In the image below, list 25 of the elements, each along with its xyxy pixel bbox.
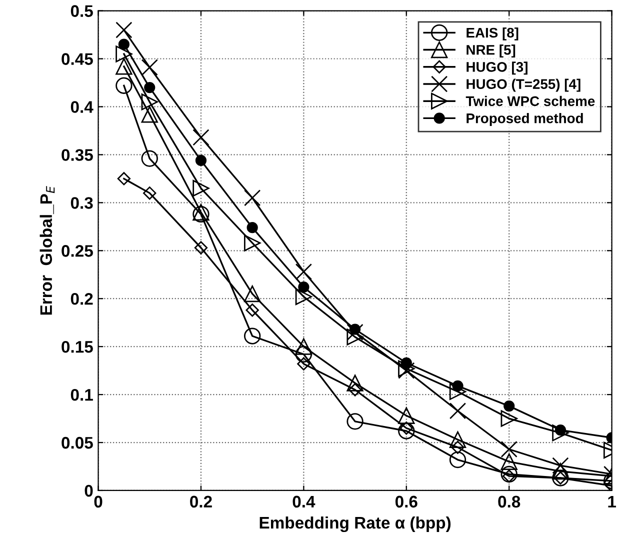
x-tick-label: 0 — [94, 496, 102, 508]
y-tick-label: 0.2 — [70, 293, 93, 305]
y-tick-label: 0.45 — [62, 53, 93, 65]
y-tick-label: 0.05 — [62, 436, 93, 449]
x-axis-title: Embedding Rate α (bpp) — [260, 516, 451, 532]
x-tick-label: 0.8 — [498, 496, 520, 508]
x-tick-label: 0.4 — [292, 496, 316, 508]
x-tick-label: 1 — [608, 496, 616, 508]
x-tick-label: 0.2 — [190, 496, 212, 508]
y-tick-label: 0.4 — [70, 101, 94, 113]
y-tick-label: 0.3 — [70, 197, 93, 209]
y-tick-label: 0.25 — [62, 245, 93, 257]
x-tick-label: 0.6 — [395, 496, 418, 508]
y-tick-label: 0 — [84, 484, 93, 497]
legend-label: HUGO [3] — [466, 62, 528, 75]
y-axis-title: Error Global_P$_{E}$ — [40, 186, 55, 315]
y-tick-label: 0.1 — [70, 388, 93, 401]
legend-label: Twice WPC scheme — [466, 96, 595, 106]
legend-label: Proposed method — [466, 113, 583, 126]
y-tick-label: 0.35 — [62, 149, 93, 161]
y-tick-label: 0.5 — [70, 5, 93, 17]
legend-label: NRE [5] — [466, 44, 516, 58]
legend-label: EAIS [8] — [466, 27, 518, 40]
y-tick-label: 0.15 — [62, 340, 93, 353]
legend-label: HUGO (T=255) [4] — [466, 78, 580, 92]
